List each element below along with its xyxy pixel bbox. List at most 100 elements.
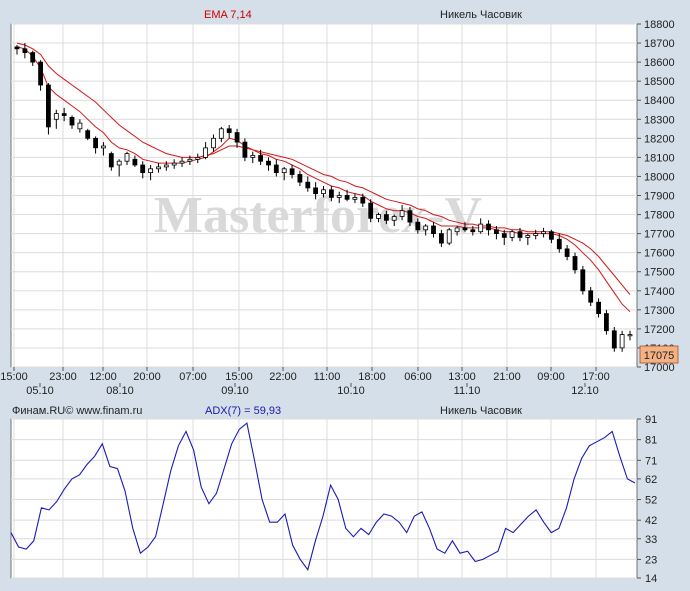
adx-chart-title: Никель Часовик (440, 405, 522, 417)
candle-body (549, 231, 554, 240)
price-x-date-label: 09.10 (221, 385, 249, 397)
candle-body (344, 195, 350, 200)
candle-body (156, 166, 161, 170)
candle (517, 227, 523, 242)
candle-body (242, 141, 248, 158)
candle-body (328, 189, 334, 198)
candle (234, 128, 240, 148)
candle-body (38, 61, 43, 86)
candle-body (258, 155, 264, 162)
adx-y-tick-label: 52 (645, 495, 657, 507)
candle-body (604, 313, 609, 332)
last-price-label: 17075 (644, 350, 675, 362)
candle (226, 124, 232, 139)
candle-body (627, 334, 633, 337)
candle (533, 229, 539, 240)
candle (344, 189, 350, 202)
candle-body (313, 187, 319, 194)
candle (438, 229, 444, 247)
price-x-time-label: 06:00 (404, 371, 432, 383)
candle-body (588, 290, 594, 303)
price-y-tick-label: 18300 (644, 114, 675, 126)
candle-body (77, 122, 83, 130)
candle (352, 193, 358, 204)
candle (179, 157, 185, 167)
price-x-time-label: 23:00 (49, 371, 77, 383)
adx-line (10, 422, 636, 571)
candle-body (470, 229, 476, 233)
candle (486, 220, 491, 236)
candle (273, 159, 279, 177)
candle-body (556, 238, 562, 250)
price-chart-title: Никель Часовик (440, 9, 522, 21)
candle (61, 107, 67, 122)
candle-body (360, 196, 366, 204)
candle (604, 309, 609, 335)
candle-body (14, 46, 20, 50)
candle (14, 44, 20, 55)
price-y-tick-label: 17000 (644, 362, 675, 374)
candle (124, 151, 130, 166)
adx-y-tick-label: 62 (645, 474, 657, 486)
candle-body (281, 168, 287, 174)
candle (30, 50, 36, 66)
candle (368, 199, 374, 223)
source-label: Финам.RU© www.finam.ru (12, 405, 142, 417)
candle (69, 115, 75, 129)
candle-body (611, 330, 617, 349)
ema-fast-series (16, 46, 631, 313)
candle (289, 165, 295, 179)
adx-y-tick-label: 33 (645, 534, 657, 546)
candle-body (415, 221, 421, 231)
candle (328, 185, 334, 202)
ema-label: EMA 7,14 (204, 9, 252, 21)
candle-body (596, 301, 601, 315)
candle-body (250, 155, 256, 158)
candle (619, 330, 625, 352)
candle-body (423, 225, 429, 231)
candle-body (234, 132, 240, 143)
candle-body (46, 84, 51, 128)
candle-body (116, 160, 122, 166)
candle (360, 193, 366, 207)
price-x-time-label: 17:00 (582, 371, 610, 383)
candle (580, 266, 586, 295)
candle-body (619, 334, 625, 349)
candle-body (289, 168, 295, 175)
candle-body (93, 137, 98, 149)
adx-series (10, 422, 636, 571)
candle-body (163, 164, 169, 168)
candle-body (407, 210, 413, 223)
candle (258, 149, 264, 166)
candle-body (517, 231, 523, 238)
candle (305, 176, 311, 192)
candle-body (478, 223, 484, 233)
candle-body (564, 248, 570, 257)
price-x-date-label: 05.10 (26, 385, 54, 397)
candle (431, 222, 436, 238)
price-x-time-label: 22:00 (269, 371, 297, 383)
candle-body (218, 128, 224, 139)
candle-body (391, 216, 397, 221)
price-y-tick-label: 18600 (644, 57, 675, 69)
candle (446, 227, 452, 246)
price-y-tick-label: 18200 (644, 133, 675, 145)
candle-body (454, 227, 460, 233)
candle (211, 134, 216, 152)
candle-body (53, 113, 59, 120)
candle-body (61, 113, 67, 116)
adx-plot-area (10, 418, 638, 579)
candle-body (352, 196, 358, 200)
price-y-tick-label: 17900 (644, 191, 675, 203)
candle (46, 83, 51, 135)
candle (85, 128, 91, 141)
candle-body (305, 181, 311, 189)
candle (588, 286, 594, 307)
candle (195, 153, 201, 164)
candle-body (266, 160, 271, 166)
candle-body (541, 231, 546, 234)
watermark: Masterforex-V (154, 187, 482, 244)
candle-body (124, 153, 130, 162)
candle (242, 138, 248, 162)
candle-body (108, 153, 114, 168)
